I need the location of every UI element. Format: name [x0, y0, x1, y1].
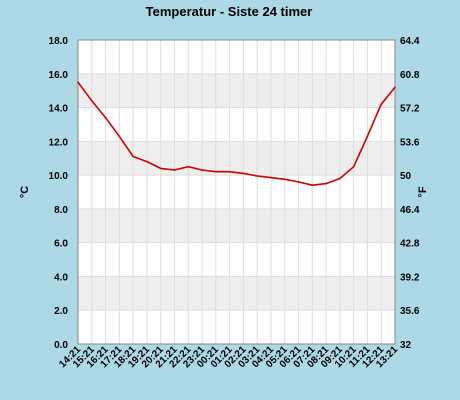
data-point [187, 165, 190, 168]
plot-band [78, 40, 395, 74]
y-tick-label-left: 10.0 [49, 171, 69, 182]
y-tick-label-right: 42.8 [400, 239, 420, 250]
y-tick-label-right: 39.2 [400, 272, 420, 283]
data-point [242, 172, 245, 175]
plot-band [78, 242, 395, 277]
y-tick-label-right: 50 [400, 171, 412, 182]
plot-band [78, 310, 395, 344]
y-tick-label-right: 64.4 [400, 36, 420, 47]
data-point [228, 170, 231, 173]
y-tick-label-left: 18.0 [49, 36, 69, 47]
data-point [311, 184, 314, 187]
plot-frame [77, 39, 396, 345]
plot-band [78, 73, 395, 108]
y-axis-label-left: °C [19, 186, 31, 198]
data-point [283, 178, 286, 181]
plot-band [78, 141, 395, 176]
data-point [132, 155, 134, 158]
data-point [118, 135, 121, 138]
data-point [366, 135, 369, 138]
plot-band [78, 208, 395, 243]
data-point [325, 182, 327, 185]
data-point [215, 170, 217, 173]
y-tick-label-left: 0.0 [54, 340, 68, 351]
y-tick-label-right: 46.4 [400, 205, 420, 216]
data-point [159, 167, 162, 170]
plot-band [78, 175, 395, 209]
data-point [394, 86, 396, 89]
y-tick-label-left: 6.0 [54, 239, 68, 250]
y-tick-label-left: 4.0 [54, 272, 68, 283]
y-tick-label-left: 16.0 [49, 70, 69, 81]
data-point [297, 181, 300, 183]
y-tick-label-right: 35.6 [400, 306, 420, 317]
plot-band [78, 276, 395, 311]
y-axis-label-right: °F [417, 186, 429, 197]
y-tick-label-left: 2.0 [54, 306, 68, 317]
data-point [146, 160, 148, 163]
data-point [270, 176, 272, 179]
y-tick-label-right: 32 [400, 340, 412, 351]
data-point [352, 165, 355, 168]
data-point [201, 169, 203, 171]
data-point [77, 81, 79, 84]
data-point [104, 116, 107, 119]
data-point [339, 177, 341, 180]
chart-title: Temperatur - Siste 24 timer [146, 4, 313, 19]
data-point [90, 100, 93, 102]
plot-band [78, 107, 395, 142]
y-tick-label-right: 57.2 [400, 104, 420, 115]
y-tick-label-left: 12.0 [49, 137, 69, 148]
y-tick-label-left: 8.0 [54, 205, 68, 216]
temperature-series-line [77, 81, 396, 186]
y-tick-label-right: 60.8 [400, 70, 420, 81]
data-point [256, 175, 258, 177]
data-point [173, 169, 176, 171]
data-point [380, 103, 383, 105]
y-tick-label-right: 53.6 [400, 137, 420, 148]
y-tick-label-left: 14.0 [49, 104, 69, 115]
